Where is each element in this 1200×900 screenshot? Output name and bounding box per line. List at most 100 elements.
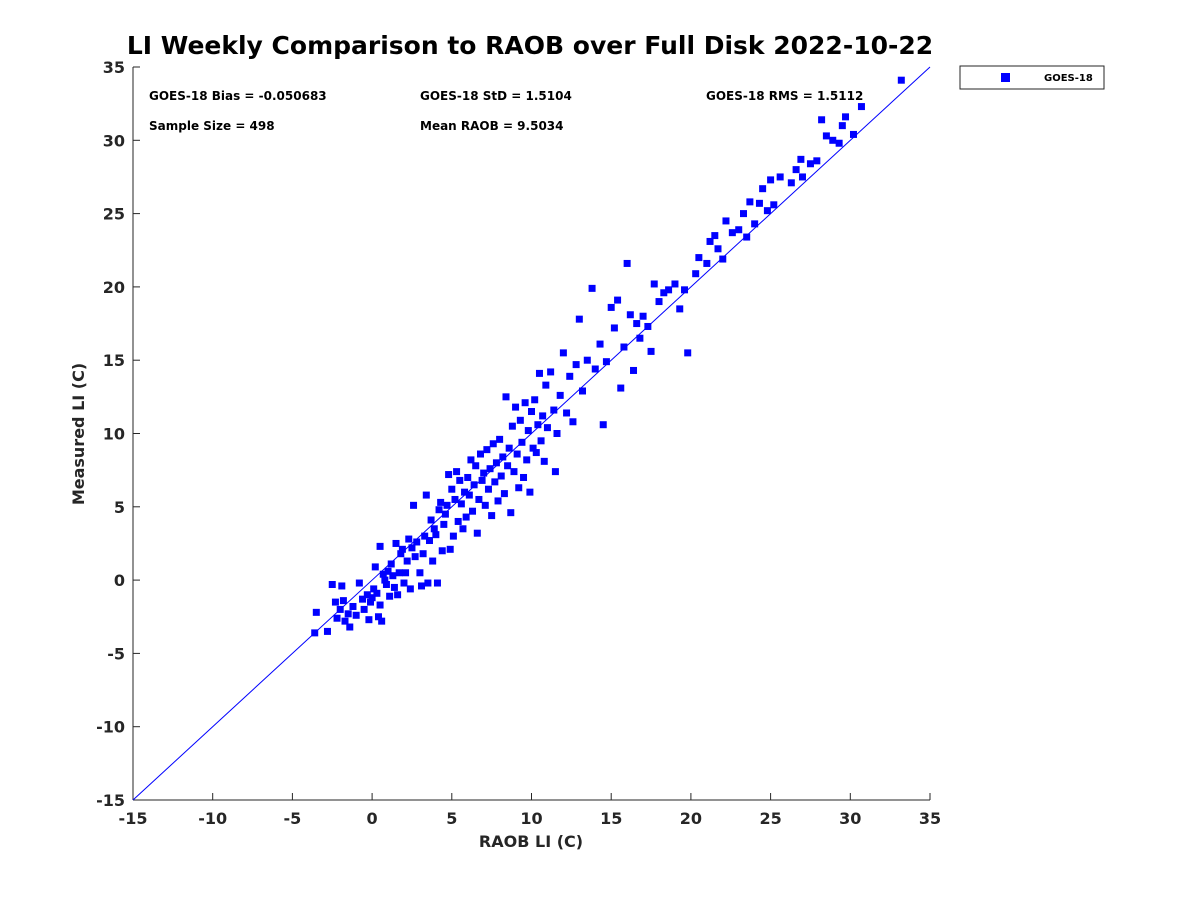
data-point [650, 280, 658, 288]
data-point [395, 569, 403, 577]
data-point [792, 166, 800, 174]
data-point [378, 617, 386, 625]
data-point [338, 582, 346, 590]
data-point [510, 468, 518, 476]
data-point [486, 465, 494, 473]
data-point [500, 490, 508, 498]
data-point [328, 580, 336, 588]
data-point [617, 384, 625, 392]
data-point [413, 538, 421, 546]
data-point [480, 469, 488, 477]
data-point [336, 605, 344, 613]
data-point [566, 372, 574, 380]
data-point [746, 198, 754, 206]
data-point [491, 478, 499, 486]
data-point [787, 179, 795, 187]
data-point [626, 311, 634, 319]
data-point [457, 500, 465, 508]
y-tick-label: 15 [103, 351, 125, 370]
data-point [494, 497, 502, 505]
data-point [370, 585, 378, 593]
data-point [464, 473, 472, 481]
data-point [411, 553, 419, 561]
data-point [719, 255, 727, 263]
data-point [633, 320, 641, 328]
data-point [360, 605, 368, 613]
data-point [346, 623, 354, 631]
data-point [392, 539, 400, 547]
data-point [344, 610, 352, 618]
data-point [531, 396, 539, 404]
data-point [394, 591, 402, 599]
data-point [382, 580, 390, 588]
data-point [462, 513, 470, 521]
data-point [532, 449, 540, 457]
data-point [376, 601, 384, 609]
legend-marker-square-icon [1001, 73, 1010, 82]
data-point [539, 412, 547, 420]
data-point [368, 594, 376, 602]
data-point [429, 557, 437, 565]
data-point [476, 450, 484, 458]
y-tick-label: 10 [103, 425, 125, 444]
data-point [526, 488, 534, 496]
data-point [433, 579, 441, 587]
data-point [818, 116, 826, 124]
annotation-mean-raob: Mean RAOB = 9.5034 [420, 119, 564, 133]
data-point [520, 473, 528, 481]
data-point [374, 613, 382, 621]
data-point [355, 579, 363, 587]
data-point [435, 506, 443, 514]
data-point [467, 456, 475, 464]
data-point [703, 259, 711, 267]
data-point [390, 583, 398, 591]
data-point [523, 456, 531, 464]
data-point [489, 440, 497, 448]
x-tick-label: 0 [367, 809, 378, 828]
data-point [497, 472, 505, 480]
data-point [418, 582, 426, 590]
data-point [550, 406, 558, 414]
y-tick-label: 35 [103, 58, 125, 77]
data-point [671, 280, 679, 288]
data-point [384, 567, 392, 575]
x-tick-label: 20 [680, 809, 702, 828]
data-point [676, 305, 684, 313]
data-point [588, 284, 596, 292]
data-point [481, 501, 489, 509]
data-point [410, 501, 418, 509]
data-point [496, 435, 504, 443]
data-point [473, 529, 481, 537]
data-point [569, 418, 577, 426]
y-tick-label: -10 [96, 718, 125, 737]
data-point [371, 563, 379, 571]
data-point [620, 343, 628, 351]
data-point [599, 421, 607, 429]
data-point [416, 569, 424, 577]
data-point [665, 286, 673, 294]
data-point [508, 422, 516, 430]
data-point [421, 532, 429, 540]
annotation-bias: GOES-18 Bias = -0.050683 [149, 89, 327, 103]
data-point [542, 381, 550, 389]
y-tick-label: 5 [114, 498, 125, 517]
data-point [461, 488, 469, 496]
data-point [484, 485, 492, 493]
data-point [397, 550, 405, 558]
data-point [735, 226, 743, 234]
legend-entry-goes-18: GOES-18 [1044, 73, 1093, 84]
chart-title: LI Weekly Comparison to RAOB over Full D… [127, 31, 933, 60]
x-tick-label: 25 [759, 809, 781, 828]
data-point [406, 585, 414, 593]
data-point [387, 560, 395, 568]
data-point [475, 495, 483, 503]
data-point [454, 517, 462, 525]
annotation-sample-size: Sample Size = 498 [149, 119, 275, 133]
data-point [770, 201, 778, 209]
data-point [630, 366, 638, 374]
data-point [681, 286, 689, 294]
data-point [797, 155, 805, 163]
data-point [583, 356, 591, 364]
data-point [714, 245, 722, 253]
annotation-std: GOES-18 StD = 1.5104 [420, 89, 572, 103]
